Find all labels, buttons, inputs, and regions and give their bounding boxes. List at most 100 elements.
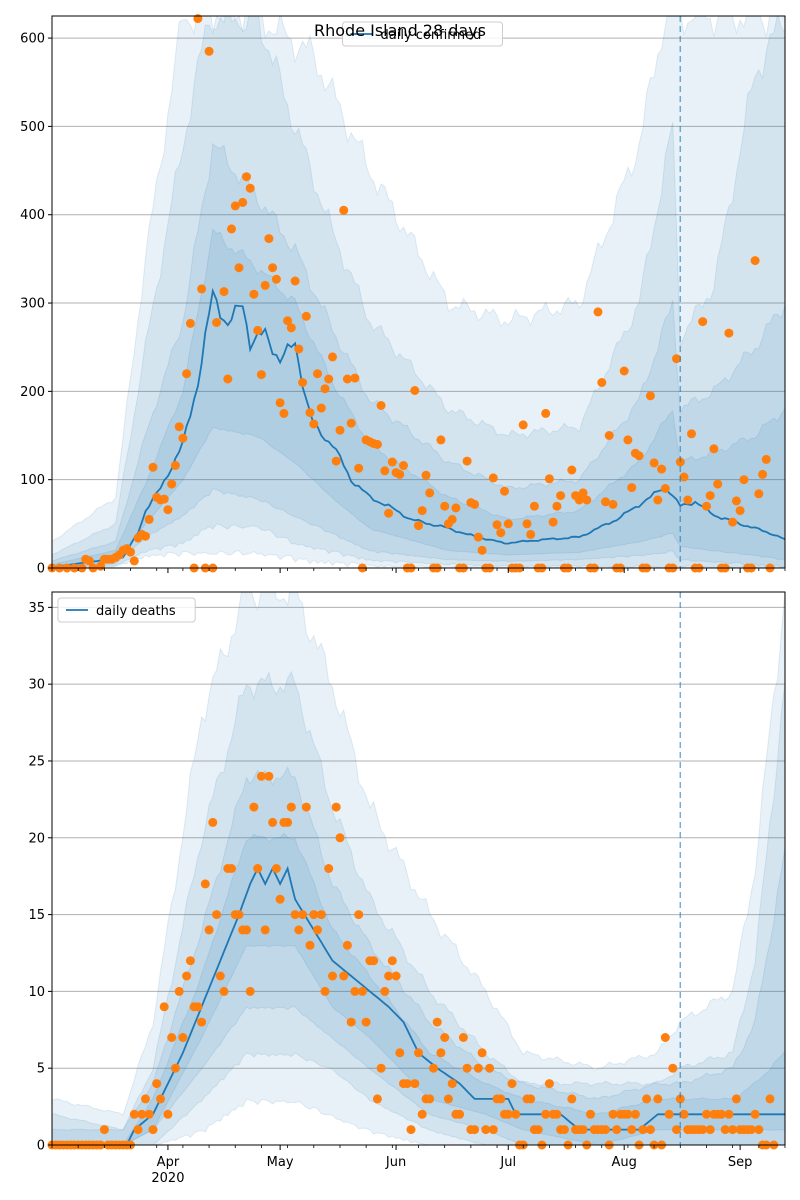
data-point <box>627 1125 637 1135</box>
data-point <box>477 545 487 555</box>
data-point <box>141 531 150 541</box>
data-point <box>716 1109 726 1119</box>
data-point <box>731 1094 741 1104</box>
data-point <box>462 456 472 466</box>
data-point <box>242 172 251 182</box>
data-point <box>197 1017 207 1027</box>
y-tick-label: 30 <box>28 678 45 693</box>
data-point <box>526 529 536 539</box>
data-point <box>552 501 562 511</box>
data-point <box>399 461 408 470</box>
data-point <box>601 497 610 507</box>
confidence-band-2 <box>52 670 785 1145</box>
data-point <box>645 391 655 401</box>
data-point <box>559 1125 569 1135</box>
data-point <box>152 1079 162 1089</box>
data-point <box>750 256 760 266</box>
data-point <box>634 451 644 461</box>
data-point <box>301 311 311 321</box>
data-point <box>750 1109 760 1119</box>
data-point <box>249 289 259 299</box>
y-tick-label: 35 <box>28 601 45 616</box>
data-point <box>735 506 745 516</box>
data-point <box>455 1109 465 1119</box>
data-point <box>271 864 281 873</box>
data-point <box>653 1094 663 1104</box>
data-point <box>163 1109 173 1119</box>
data-point <box>503 1109 513 1119</box>
data-point <box>470 1125 480 1135</box>
plot-area <box>52 592 785 1145</box>
data-point <box>170 461 180 470</box>
data-point <box>447 1079 457 1089</box>
data-point <box>178 1033 188 1042</box>
data-point <box>511 1109 521 1119</box>
data-point <box>245 183 255 193</box>
data-point <box>758 469 768 479</box>
y-tick-label: 0 <box>37 1139 45 1154</box>
data-point <box>350 986 360 996</box>
data-point <box>167 479 177 489</box>
data-point <box>342 940 352 950</box>
data-point <box>582 495 592 505</box>
data-point <box>380 986 390 996</box>
data-point <box>376 401 386 410</box>
y-tick-label: 300 <box>20 297 45 312</box>
data-point <box>649 458 659 468</box>
y-tick-label: 25 <box>28 754 45 769</box>
legend: daily confirmed <box>342 21 503 47</box>
data-point <box>698 1125 708 1135</box>
data-point <box>485 1063 495 1073</box>
data-point <box>301 802 311 812</box>
data-point <box>597 378 607 387</box>
data-point <box>182 369 192 379</box>
data-point <box>350 373 360 383</box>
data-point <box>425 488 435 498</box>
data-point <box>167 1033 177 1042</box>
data-point <box>238 197 248 207</box>
data-point <box>653 495 663 505</box>
data-point <box>212 910 222 920</box>
data-point <box>227 864 236 873</box>
data-point <box>361 1017 371 1027</box>
data-point <box>253 864 263 873</box>
data-point <box>156 1094 165 1104</box>
data-point <box>174 422 184 432</box>
data-point <box>702 501 711 511</box>
data-point <box>683 495 693 505</box>
data-point <box>290 910 300 920</box>
data-point <box>283 817 293 827</box>
data-point <box>346 418 356 428</box>
data-point <box>705 491 715 501</box>
data-point <box>298 378 308 387</box>
data-point <box>447 514 457 524</box>
data-point <box>148 1125 158 1135</box>
data-point <box>414 1048 423 1058</box>
data-point <box>387 457 397 467</box>
data-point <box>163 505 173 515</box>
data-point <box>410 386 420 395</box>
data-point <box>429 1063 438 1073</box>
data-point <box>761 454 771 464</box>
data-point <box>182 971 192 981</box>
data-point <box>335 833 345 843</box>
data-point <box>660 1033 670 1042</box>
data-point <box>675 1094 685 1104</box>
data-point <box>601 1125 610 1135</box>
plot-area <box>52 16 785 568</box>
data-point <box>705 1125 715 1135</box>
data-point <box>204 46 214 56</box>
data-point <box>481 1125 491 1135</box>
data-point <box>260 925 270 935</box>
data-point <box>432 1017 442 1027</box>
data-point <box>544 1079 554 1089</box>
data-point <box>754 1125 764 1135</box>
data-point <box>720 1125 730 1135</box>
data-point <box>354 463 364 473</box>
data-point <box>687 429 696 439</box>
data-point <box>765 1094 775 1104</box>
data-point <box>660 484 670 493</box>
data-point <box>702 1109 711 1119</box>
data-point <box>414 521 423 531</box>
